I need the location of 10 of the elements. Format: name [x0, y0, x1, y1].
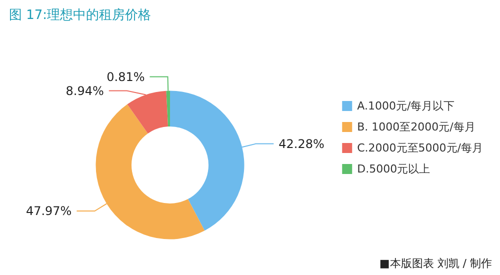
text: ■本版图表 刘凯 / 制作	[379, 257, 492, 270]
legend-label: B. 1000至2000元/每月	[357, 120, 476, 134]
data-label: 0.81%	[106, 70, 145, 84]
data-label: 47.97%	[26, 204, 72, 218]
data-label: 8.94%	[66, 84, 104, 98]
chart-title: 图 17:理想中的租房价格	[9, 7, 152, 23]
legend-label: D.5000元以上	[357, 162, 430, 176]
legend-label: C.2000元至5000元/每月	[357, 142, 484, 154]
legend-label: A.1000元/每月以下	[357, 100, 455, 112]
data-label: 42.28%	[278, 136, 324, 151]
